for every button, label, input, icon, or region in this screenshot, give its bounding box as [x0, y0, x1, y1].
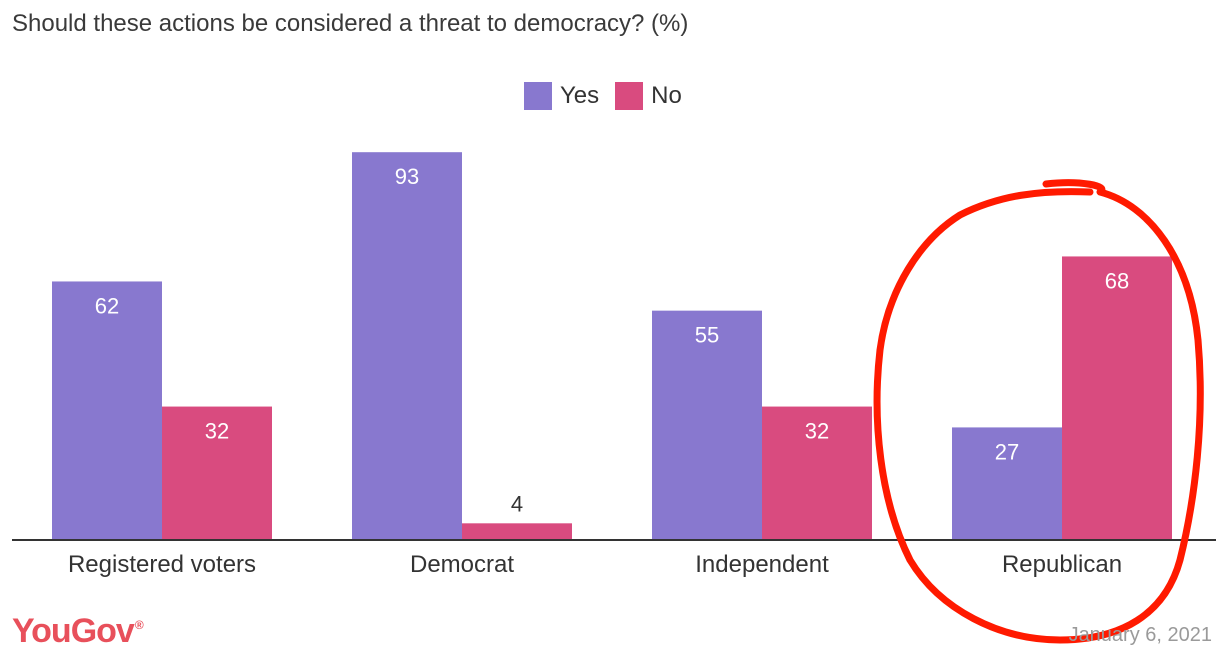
- legend-item-no: No: [615, 82, 682, 110]
- bar-yes-independent: [652, 310, 762, 540]
- data-label-yes-democrat: 93: [395, 164, 419, 189]
- data-label-no-democrat: 4: [511, 491, 523, 516]
- chart-title: Should these actions be considered a thr…: [12, 10, 689, 37]
- yougov-logo: YouGov®: [12, 612, 144, 651]
- category-label-registered-voters: Registered voters: [68, 551, 256, 578]
- brand-name: YouGov: [12, 612, 135, 650]
- legend-swatch-no: [615, 82, 644, 110]
- legend-swatch-yes: [524, 82, 552, 110]
- category-label-democrat: Democrat: [410, 551, 514, 578]
- category-label-republican: Republican: [1002, 551, 1122, 578]
- data-label-yes-independent: 55: [695, 323, 719, 348]
- legend-label-no: No: [651, 82, 682, 109]
- data-label-yes-registered-voters: 62: [95, 293, 119, 318]
- data-label-no-registered-voters: 32: [205, 419, 229, 444]
- legend-item-yes: Yes: [524, 82, 599, 110]
- brand-registered-mark: ®: [134, 618, 144, 632]
- data-label-no-independent: 32: [805, 419, 829, 444]
- bar-yes-registered-voters: [52, 281, 162, 540]
- category-label-independent: Independent: [695, 551, 829, 578]
- bar-no-registered-voters: [162, 406, 272, 540]
- chart-date: January 6, 2021: [1068, 624, 1212, 646]
- bar-yes-democrat: [352, 152, 462, 540]
- legend-label-yes: Yes: [560, 82, 600, 109]
- bar-no-independent: [762, 406, 872, 540]
- bar-no-republican: [1062, 256, 1172, 540]
- data-label-yes-republican: 27: [995, 439, 1019, 464]
- legend: Yes No: [524, 82, 698, 110]
- bar-no-democrat: [462, 523, 572, 540]
- data-label-no-republican: 68: [1105, 268, 1129, 293]
